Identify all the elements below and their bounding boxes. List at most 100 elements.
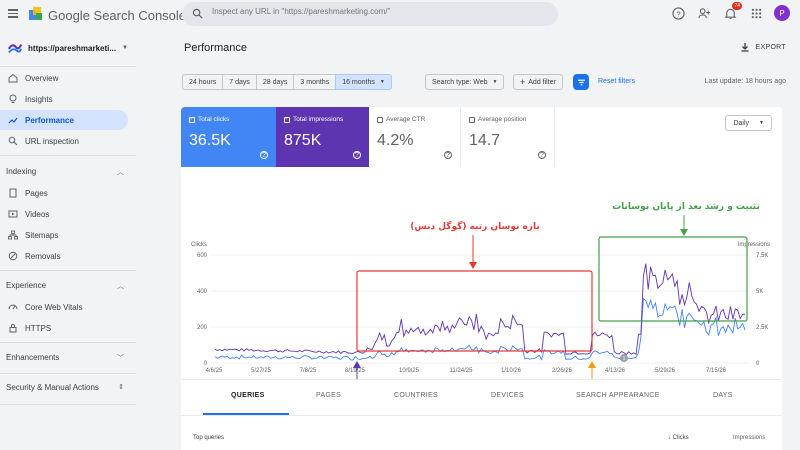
lock-icon bbox=[8, 323, 18, 333]
sidebar-item-https[interactable]: HTTPS bbox=[0, 318, 128, 338]
home-icon bbox=[8, 73, 18, 83]
tab-pages[interactable]: PAGES bbox=[316, 392, 342, 399]
chevron-down-icon: ﹀ bbox=[117, 355, 124, 362]
sidebar-item-removals[interactable]: Removals bbox=[0, 246, 128, 266]
caret-down-icon: ▼ bbox=[492, 79, 498, 85]
right-tick-label: 0 bbox=[756, 361, 760, 367]
sidebar-section-indexing[interactable]: Indexing ︿ bbox=[6, 167, 130, 177]
sidebar-item-label: Performance bbox=[25, 115, 74, 125]
right-axis-label: Impressions bbox=[738, 242, 770, 248]
sidebar-item-sitemaps[interactable]: Sitemaps bbox=[0, 225, 128, 245]
main-content: Performance EXPORT 24 hours 7 days 28 da… bbox=[136, 30, 800, 450]
account-avatar[interactable]: P bbox=[774, 5, 790, 21]
tab-search-appearance[interactable]: SEARCH APPEARANCE bbox=[576, 392, 660, 399]
report-tabs: QUERIES PAGES COUNTRIES DEVICES SEARCH A… bbox=[181, 380, 782, 416]
tab-queries[interactable]: QUERIES bbox=[231, 392, 265, 399]
checkbox-checked-icon: ✓ bbox=[284, 116, 290, 123]
help-icon[interactable]: ? bbox=[353, 151, 361, 159]
sidebar-item-insights[interactable]: Insights bbox=[0, 89, 128, 109]
performance-chart[interactable]: Clicks Impressions60040020007.5K5K2.5K04/… bbox=[181, 167, 782, 403]
manage-users-icon[interactable] bbox=[696, 5, 712, 21]
search-type-dropdown[interactable]: Search type: Web ▼ bbox=[425, 74, 505, 90]
metric-average-position[interactable]: Average position 14.7 ? bbox=[461, 107, 555, 167]
tab-days[interactable]: DAYS bbox=[713, 392, 733, 399]
red-arrow-head bbox=[469, 262, 477, 269]
sidebar-item-overview[interactable]: Overview bbox=[0, 68, 128, 88]
sidebar: https://pareshmarketi... ▼ Overview Insi… bbox=[0, 30, 136, 450]
search-input[interactable] bbox=[212, 7, 542, 16]
caret-down-icon: ▼ bbox=[759, 120, 764, 126]
chip-16-months[interactable]: 16 months ▼ bbox=[335, 74, 392, 90]
reset-filters-link[interactable]: Reset filters bbox=[598, 78, 635, 85]
metric-value: 14.7 bbox=[469, 132, 501, 149]
left-axis-label: Clicks bbox=[191, 242, 207, 248]
sidebar-section-security[interactable]: Security & Manual Actions ⇕ bbox=[6, 383, 130, 392]
sidebar-item-pages[interactable]: Pages bbox=[0, 183, 128, 203]
stabilize-growth-label: تثبیت و رشد بعد از پایان نوسانات bbox=[612, 202, 760, 212]
sidebar-section-experience[interactable]: Experience ︿ bbox=[6, 281, 130, 291]
search-type-label: Search type: Web bbox=[432, 78, 488, 86]
x-tick-label: 10/9/25 bbox=[399, 368, 420, 374]
date-range-chips: 24 hours 7 days 28 days 3 months 16 mont… bbox=[182, 74, 392, 90]
plus-icon: + bbox=[520, 77, 526, 87]
metric-total-impressions[interactable]: ✓ Total impressions 875K ? bbox=[276, 107, 369, 167]
chip-3-months[interactable]: 3 months bbox=[293, 74, 337, 90]
active-tab-indicator bbox=[203, 413, 289, 415]
sidebar-item-performance[interactable]: Performance bbox=[0, 110, 128, 130]
impressions-column-header[interactable]: Impressions bbox=[733, 435, 766, 441]
right-tick-label: 2.5K bbox=[756, 325, 768, 331]
export-button[interactable]: EXPORT bbox=[740, 42, 786, 52]
section-label: Security & Manual Actions bbox=[6, 383, 99, 392]
sidebar-item-core-web-vitals[interactable]: Core Web Vitals bbox=[0, 297, 128, 317]
metric-label: Total clicks bbox=[198, 116, 230, 123]
sidebar-item-label: HTTPS bbox=[25, 323, 52, 333]
chip-28-days[interactable]: 28 days bbox=[255, 74, 295, 90]
x-tick-label: 7/15/26 bbox=[706, 368, 727, 374]
notifications-icon[interactable]: 74 bbox=[722, 2, 742, 21]
tab-countries[interactable]: COUNTRIES bbox=[394, 392, 438, 399]
help-icon[interactable]: ? bbox=[260, 151, 268, 159]
divider bbox=[0, 155, 136, 156]
metric-label: Total impressions bbox=[293, 116, 344, 123]
sidebar-item-videos[interactable]: Videos bbox=[0, 204, 128, 224]
green-arrow-head bbox=[680, 229, 688, 236]
divider bbox=[0, 342, 136, 343]
checkbox-unchecked-icon bbox=[377, 116, 383, 123]
property-selector[interactable]: https://pareshmarketi... ▼ bbox=[4, 34, 128, 62]
last-update-text: Last update: 18 hours ago bbox=[704, 78, 786, 85]
divider bbox=[0, 373, 136, 374]
section-label: Indexing bbox=[6, 167, 37, 176]
right-tick-label: 7.5K bbox=[756, 253, 768, 259]
help-icon[interactable]: ? bbox=[538, 151, 546, 159]
metric-label: Average position bbox=[478, 116, 527, 123]
chip-7-days[interactable]: 7 days bbox=[222, 74, 257, 90]
sidebar-item-label: Removals bbox=[25, 251, 61, 261]
x-tick-label: 1/10/26 bbox=[501, 368, 522, 374]
sidebar-item-label: Insights bbox=[25, 94, 53, 104]
apps-grid-icon[interactable] bbox=[748, 5, 764, 21]
granularity-dropdown[interactable]: Daily ▼ bbox=[725, 115, 772, 131]
metric-label: Average CTR bbox=[386, 116, 426, 123]
filter-icon-button[interactable] bbox=[573, 74, 589, 90]
metric-total-clicks[interactable]: ✓ Total clicks 36.5K ? bbox=[181, 107, 276, 167]
menu-icon[interactable] bbox=[8, 9, 18, 18]
divider bbox=[0, 66, 136, 67]
sort-arrow-down-icon: ↓ bbox=[668, 435, 673, 441]
left-tick-label: 0 bbox=[204, 361, 208, 367]
help-icon[interactable]: ? bbox=[670, 5, 686, 21]
download-icon bbox=[741, 43, 749, 52]
metric-average-ctr[interactable]: Average CTR 4.2% ? bbox=[369, 107, 461, 167]
add-filter-button[interactable]: + Add filter bbox=[513, 74, 563, 90]
section-label: Experience bbox=[6, 281, 47, 290]
sidebar-section-enhancements[interactable]: Enhancements ﹀ bbox=[6, 353, 130, 363]
clicks-column-header[interactable]: ↓ Clicks bbox=[668, 435, 689, 441]
chip-24-hours[interactable]: 24 hours bbox=[182, 74, 224, 90]
url-inspect-search[interactable] bbox=[182, 2, 558, 26]
metric-value: 36.5K bbox=[189, 132, 231, 149]
tab-devices[interactable]: DEVICES bbox=[491, 392, 524, 399]
x-tick-label: 11/24/25 bbox=[450, 368, 474, 374]
add-filter-label: Add filter bbox=[528, 78, 556, 86]
help-icon[interactable]: ? bbox=[444, 151, 452, 159]
sidebar-item-url-inspection[interactable]: URL inspection bbox=[0, 131, 128, 151]
chip-label: 16 months bbox=[342, 78, 375, 86]
